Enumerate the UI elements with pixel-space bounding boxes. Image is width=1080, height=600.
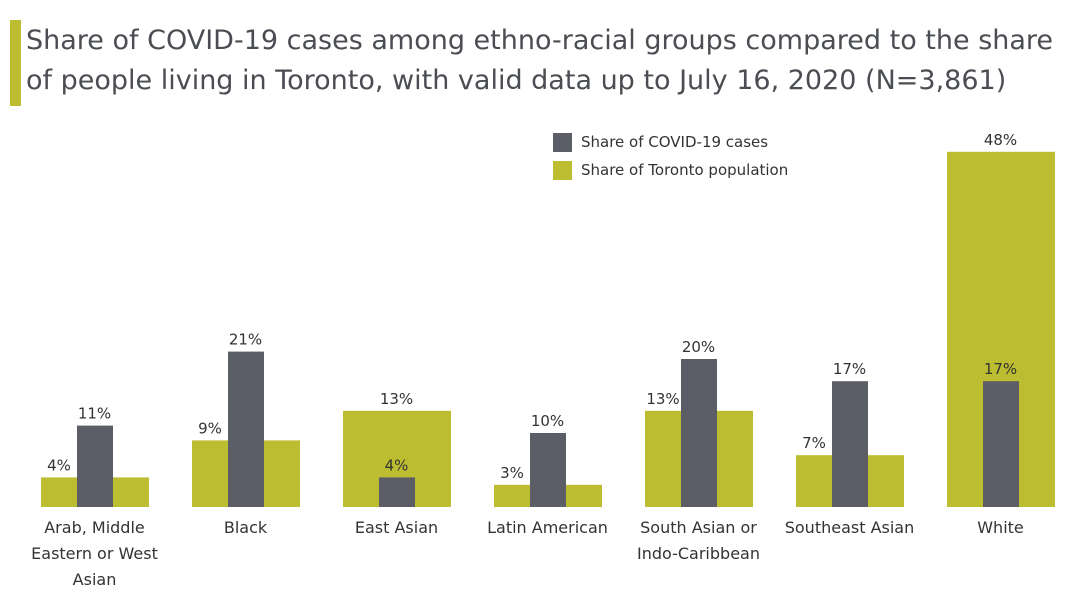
category-label: Indo-Caribbean xyxy=(637,544,760,563)
legend-label-cases: Share of COVID-19 cases xyxy=(581,133,769,151)
category-label: East Asian xyxy=(355,518,438,537)
data-label-population: 3% xyxy=(500,464,524,482)
data-label-cases: 4% xyxy=(385,456,409,474)
legend-label-population: Share of Toronto population xyxy=(581,161,789,179)
legend-item-population: Share of Toronto population xyxy=(553,156,788,184)
title-accent-bar xyxy=(10,20,21,106)
data-label-cases: 20% xyxy=(682,338,715,356)
category-label: South Asian or xyxy=(640,518,757,537)
data-label-population: 13% xyxy=(380,390,413,408)
bar-cases xyxy=(983,381,1019,507)
data-label-cases: 17% xyxy=(833,360,866,378)
bar-cases xyxy=(681,359,717,507)
legend-swatch-cases xyxy=(553,132,572,152)
category-label: White xyxy=(977,518,1024,537)
category-label: Latin American xyxy=(487,518,608,537)
legend: Share of COVID-19 cases Share of Toronto… xyxy=(553,128,788,184)
data-label-population: 9% xyxy=(198,419,222,437)
category-label: Eastern or West xyxy=(31,544,158,563)
data-label-cases: 21% xyxy=(229,331,262,349)
data-label-population: 13% xyxy=(646,390,679,408)
bar-cases xyxy=(530,433,566,507)
bar-cases xyxy=(228,351,264,507)
legend-item-cases: Share of COVID-19 cases xyxy=(553,128,788,156)
category-label: Black xyxy=(224,518,268,537)
data-label-cases: 11% xyxy=(78,405,111,423)
bar-cases xyxy=(832,381,868,507)
category-label: Asian xyxy=(73,570,117,589)
bar-cases xyxy=(379,477,415,507)
bar-cases xyxy=(77,425,113,507)
chart-title: Share of COVID-19 cases among ethno-raci… xyxy=(26,25,1054,96)
data-label-population: 48% xyxy=(984,131,1017,149)
data-label-cases: 17% xyxy=(984,360,1017,378)
data-label-population: 7% xyxy=(802,434,826,452)
category-label: Arab, Middle xyxy=(44,518,145,537)
legend-swatch-population xyxy=(553,160,572,180)
chart-title-block: Share of COVID-19 cases among ethno-raci… xyxy=(10,20,1070,106)
category-label: Southeast Asian xyxy=(785,518,915,537)
data-label-cases: 10% xyxy=(531,412,564,430)
data-label-population: 4% xyxy=(47,456,71,474)
